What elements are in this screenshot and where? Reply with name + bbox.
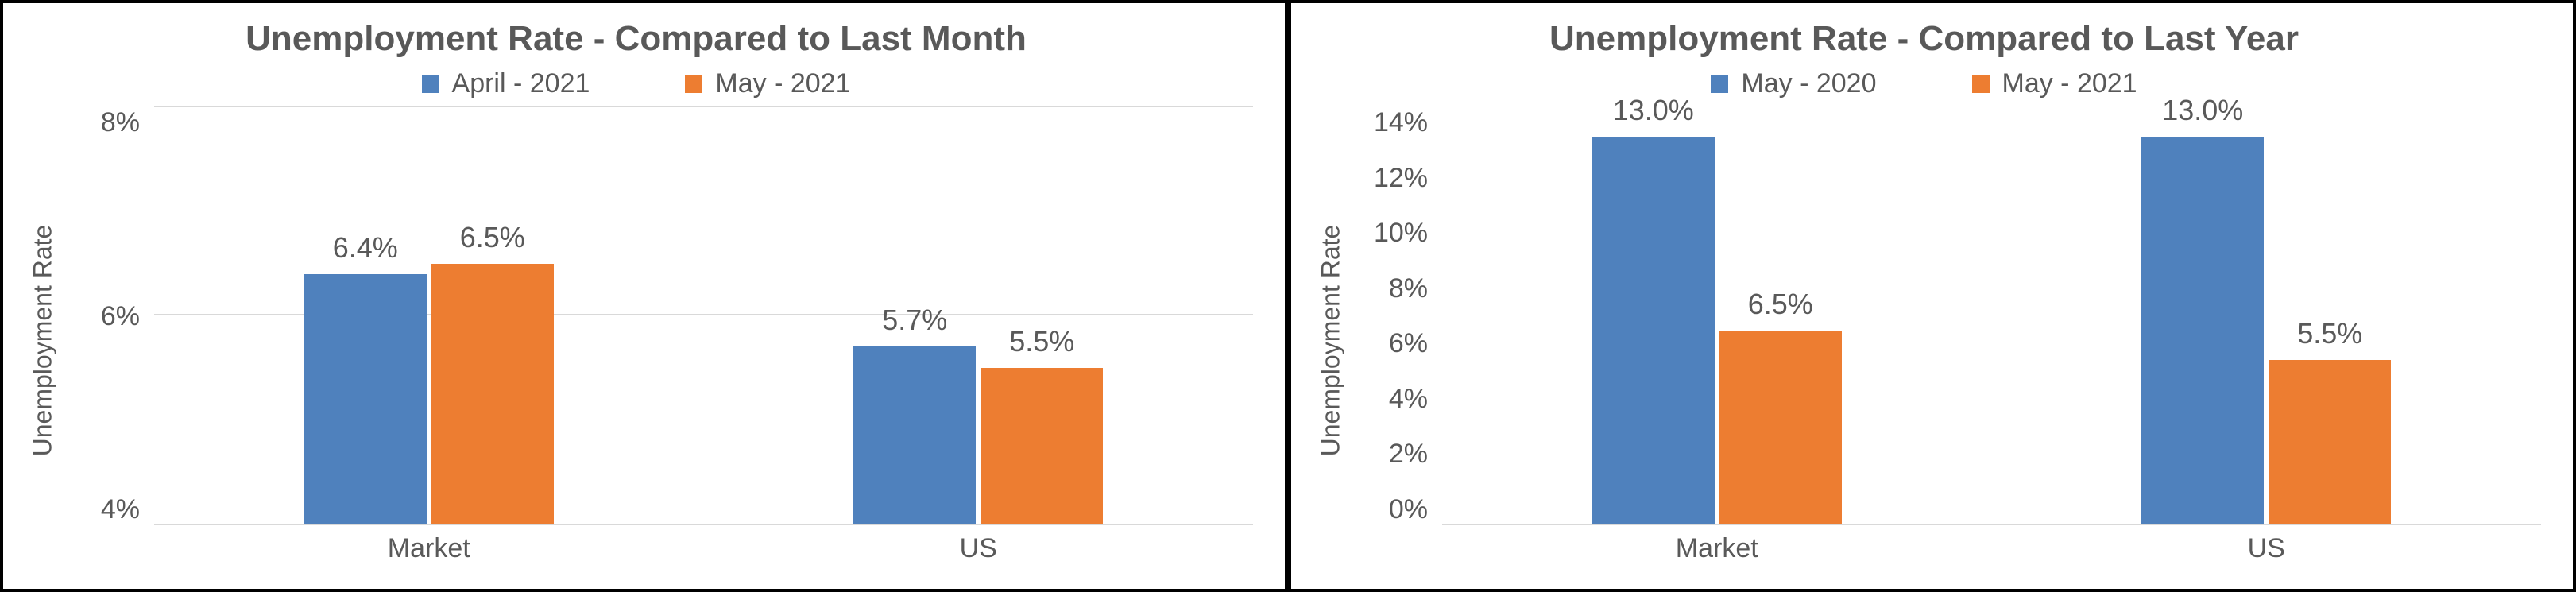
y-axis-ticks: 8% 6% 4%: [67, 107, 154, 573]
legend-label-0: April - 2021: [452, 68, 590, 99]
bar-value-label: 5.7%: [882, 304, 947, 337]
x-label-us: US: [1992, 533, 2542, 564]
ytick: 4%: [1389, 384, 1428, 415]
ytick: 12%: [1374, 163, 1428, 194]
bar-market-series1: 6.5%: [1719, 331, 1842, 524]
bar-us-series0: 5.7%: [853, 346, 976, 524]
y-axis-label-wrap: Unemployment Rate: [19, 107, 67, 573]
bar-value-label: 13.0%: [2162, 94, 2243, 127]
x-label-us: US: [704, 533, 1254, 564]
chart-title: Unemployment Rate - Compared to Last Yea…: [1307, 19, 2541, 59]
ytick: 8%: [101, 107, 140, 138]
x-label-market: Market: [1442, 533, 1992, 564]
ytick: 0%: [1389, 494, 1428, 525]
chart-legend: May - 2020 May - 2021: [1307, 68, 2541, 99]
bar-us-series1: 5.5%: [2269, 360, 2391, 524]
y-axis-label: Unemployment Rate: [1317, 224, 1346, 456]
legend-label-0: May - 2020: [1741, 68, 1876, 99]
bars-region: 6.4% 6.5% 5.7% 5.5%: [154, 107, 1253, 525]
bar-us-series0: 13.0%: [2141, 137, 2264, 524]
bar-group-us: 13.0% 5.5%: [1992, 107, 2542, 524]
x-axis-labels: Market US: [154, 525, 1253, 573]
y-axis-label-wrap: Unemployment Rate: [1307, 107, 1355, 573]
ytick: 6%: [101, 301, 140, 332]
legend-item-1: May - 2021: [685, 68, 850, 99]
legend-item-1: May - 2021: [1972, 68, 2137, 99]
gridline: [154, 106, 1253, 107]
bar-value-label: 5.5%: [1009, 325, 1074, 358]
plot-region: 13.0% 6.5% 13.0% 5.5% Market US: [1442, 107, 2541, 573]
bar-value-label: 6.5%: [1748, 288, 1813, 321]
bar-group-market: 6.4% 6.5%: [154, 107, 704, 524]
x-label-market: Market: [154, 533, 704, 564]
legend-item-0: May - 2020: [1711, 68, 1876, 99]
bar-value-label: 5.5%: [2297, 317, 2362, 350]
bar-us-series1: 5.5%: [981, 368, 1103, 524]
bar-group-us: 5.7% 5.5%: [704, 107, 1254, 524]
legend-label-1: May - 2021: [2002, 68, 2137, 99]
bar-value-label: 13.0%: [1613, 94, 1694, 127]
x-axis-labels: Market US: [1442, 525, 2541, 573]
plot-region: 6.4% 6.5% 5.7% 5.5% Market US: [154, 107, 1253, 573]
chart-area: Unemployment Rate 14% 12% 10% 8% 6% 4% 2…: [1307, 107, 2541, 573]
chart-legend: April - 2021 May - 2021: [19, 68, 1253, 99]
ytick: 6%: [1389, 328, 1428, 359]
bars-region: 13.0% 6.5% 13.0% 5.5%: [1442, 107, 2541, 525]
chart-panel-last-month: Unemployment Rate - Compared to Last Mon…: [0, 0, 1288, 592]
legend-swatch-1: [685, 75, 702, 93]
legend-swatch-1: [1972, 75, 1990, 93]
bar-group-market: 13.0% 6.5%: [1442, 107, 1992, 524]
chart-title: Unemployment Rate - Compared to Last Mon…: [19, 19, 1253, 59]
chart-panel-last-year: Unemployment Rate - Compared to Last Yea…: [1288, 0, 2576, 592]
ytick: 10%: [1374, 218, 1428, 249]
legend-swatch-0: [422, 75, 439, 93]
chart-area: Unemployment Rate 8% 6% 4% 6.4% 6.5% 5.7…: [19, 107, 1253, 573]
ytick: 14%: [1374, 107, 1428, 138]
legend-item-0: April - 2021: [422, 68, 590, 99]
legend-label-1: May - 2021: [715, 68, 850, 99]
y-axis-label: Unemployment Rate: [29, 224, 58, 456]
bar-market-series0: 13.0%: [1592, 137, 1715, 524]
y-axis-ticks: 14% 12% 10% 8% 6% 4% 2% 0%: [1355, 107, 1442, 573]
bar-value-label: 6.4%: [333, 231, 398, 265]
ytick: 2%: [1389, 439, 1428, 470]
ytick: 4%: [101, 494, 140, 525]
bar-market-series0: 6.4%: [304, 274, 427, 524]
ytick: 8%: [1389, 273, 1428, 304]
bar-market-series1: 6.5%: [431, 264, 554, 524]
bar-value-label: 6.5%: [460, 221, 525, 254]
legend-swatch-0: [1711, 75, 1728, 93]
